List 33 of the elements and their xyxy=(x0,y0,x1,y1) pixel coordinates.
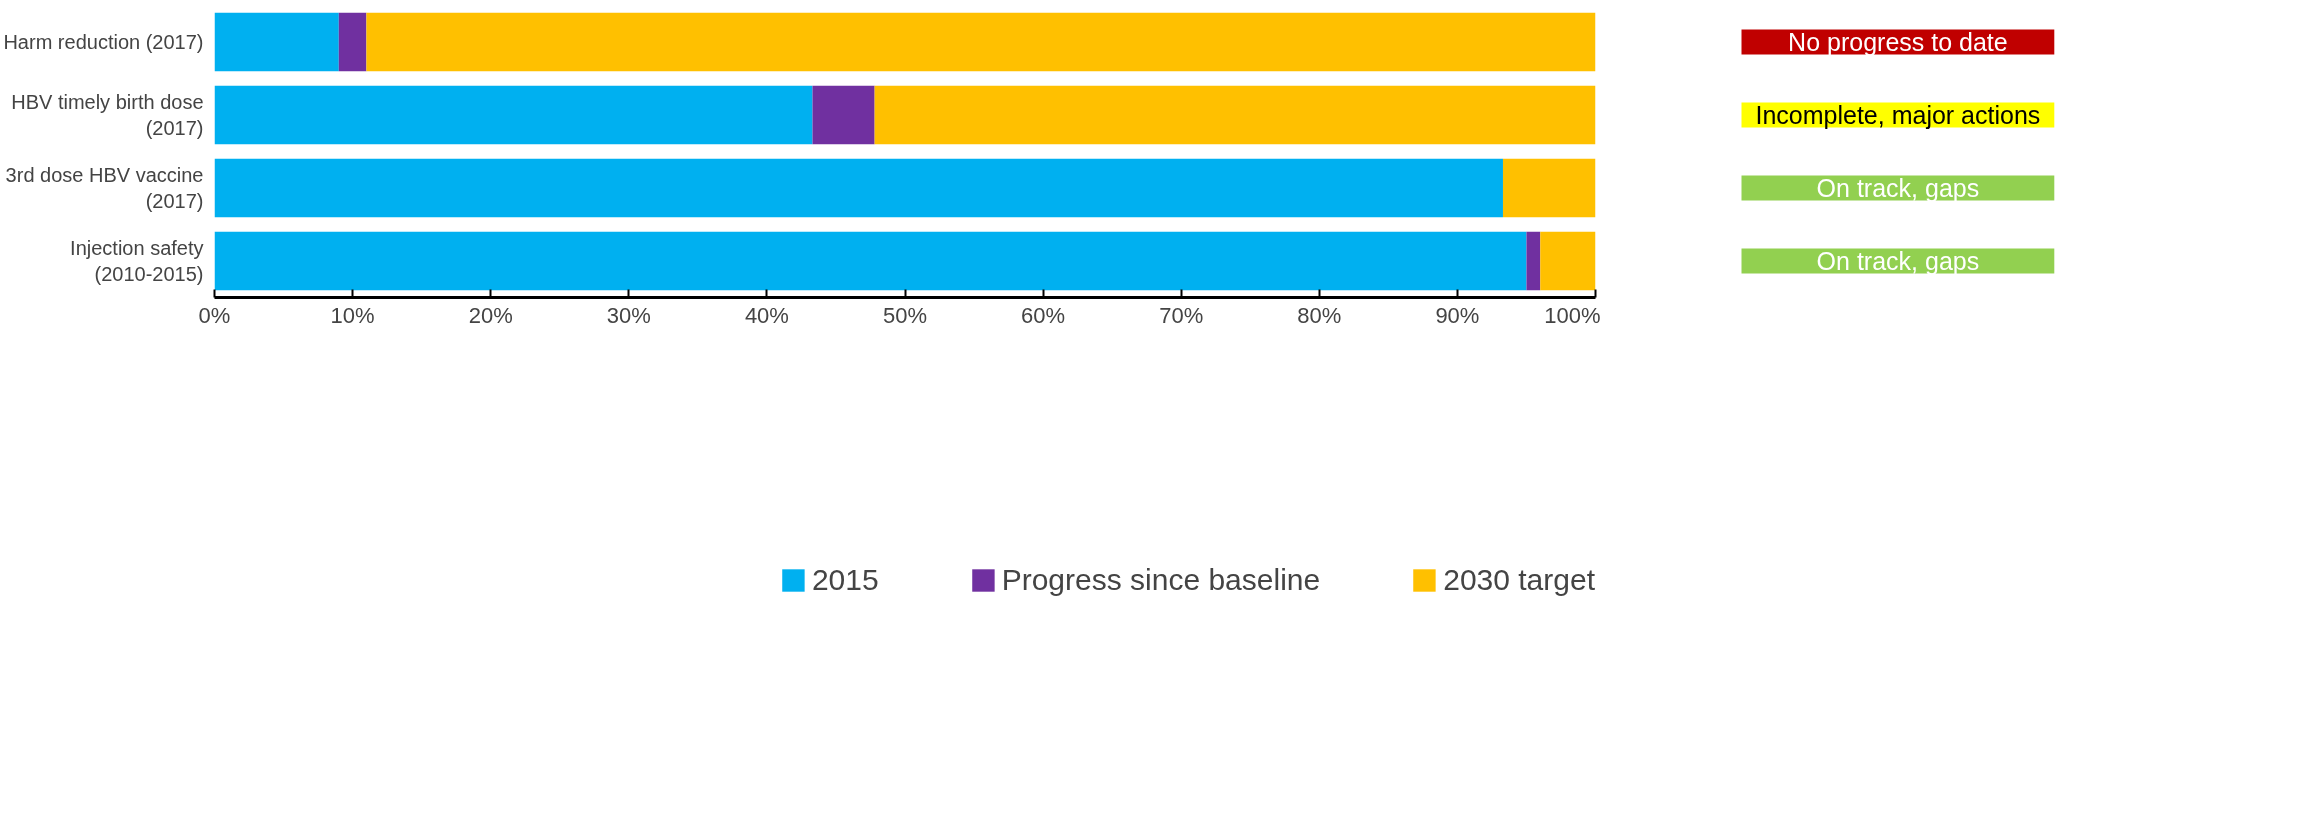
x-tick-label: 30% xyxy=(606,302,651,328)
x-tick-label: 100% xyxy=(1544,302,1601,328)
bar xyxy=(338,12,367,72)
text: No progress to date xyxy=(1788,28,2008,56)
y-tick-label: HBV timely birth dose (2017) xyxy=(11,90,204,140)
bar xyxy=(1502,158,1596,218)
legend-label: 2030 target xyxy=(1443,563,1595,597)
x-tick-label: 10% xyxy=(330,302,375,328)
x-tick-label: 40% xyxy=(744,302,789,328)
bar xyxy=(366,12,1596,72)
y-tick-label: Injection safety (2010-2015) xyxy=(70,236,204,286)
y-tick-label: 3rd dose HBV vaccine (2017) xyxy=(5,163,204,213)
x-tick-label: 70% xyxy=(1159,302,1204,328)
bar xyxy=(1526,231,1541,291)
x-tick-label: 20% xyxy=(468,302,513,328)
text: Incomplete, major actions xyxy=(1755,101,2041,129)
bar xyxy=(1540,231,1596,291)
x-tick-label: 0% xyxy=(198,302,231,328)
x-tick-label: 80% xyxy=(1297,302,1342,328)
x-tick-label: 90% xyxy=(1435,302,1480,328)
text: On track, gaps xyxy=(1816,174,1980,202)
bar xyxy=(812,85,875,145)
legend-label: 2015 xyxy=(811,563,879,597)
bar xyxy=(214,231,1527,291)
x-tick-label: 60% xyxy=(1021,302,1066,328)
bar xyxy=(874,85,1596,145)
legend-label: Progress since baseline xyxy=(1001,563,1321,597)
bar xyxy=(214,12,339,72)
bar xyxy=(214,85,813,145)
bar xyxy=(214,158,1503,218)
x-tick-label: 50% xyxy=(882,302,928,328)
text: On track, gaps xyxy=(1816,247,1980,275)
y-tick-label: Harm reduction (2017) xyxy=(3,31,204,53)
